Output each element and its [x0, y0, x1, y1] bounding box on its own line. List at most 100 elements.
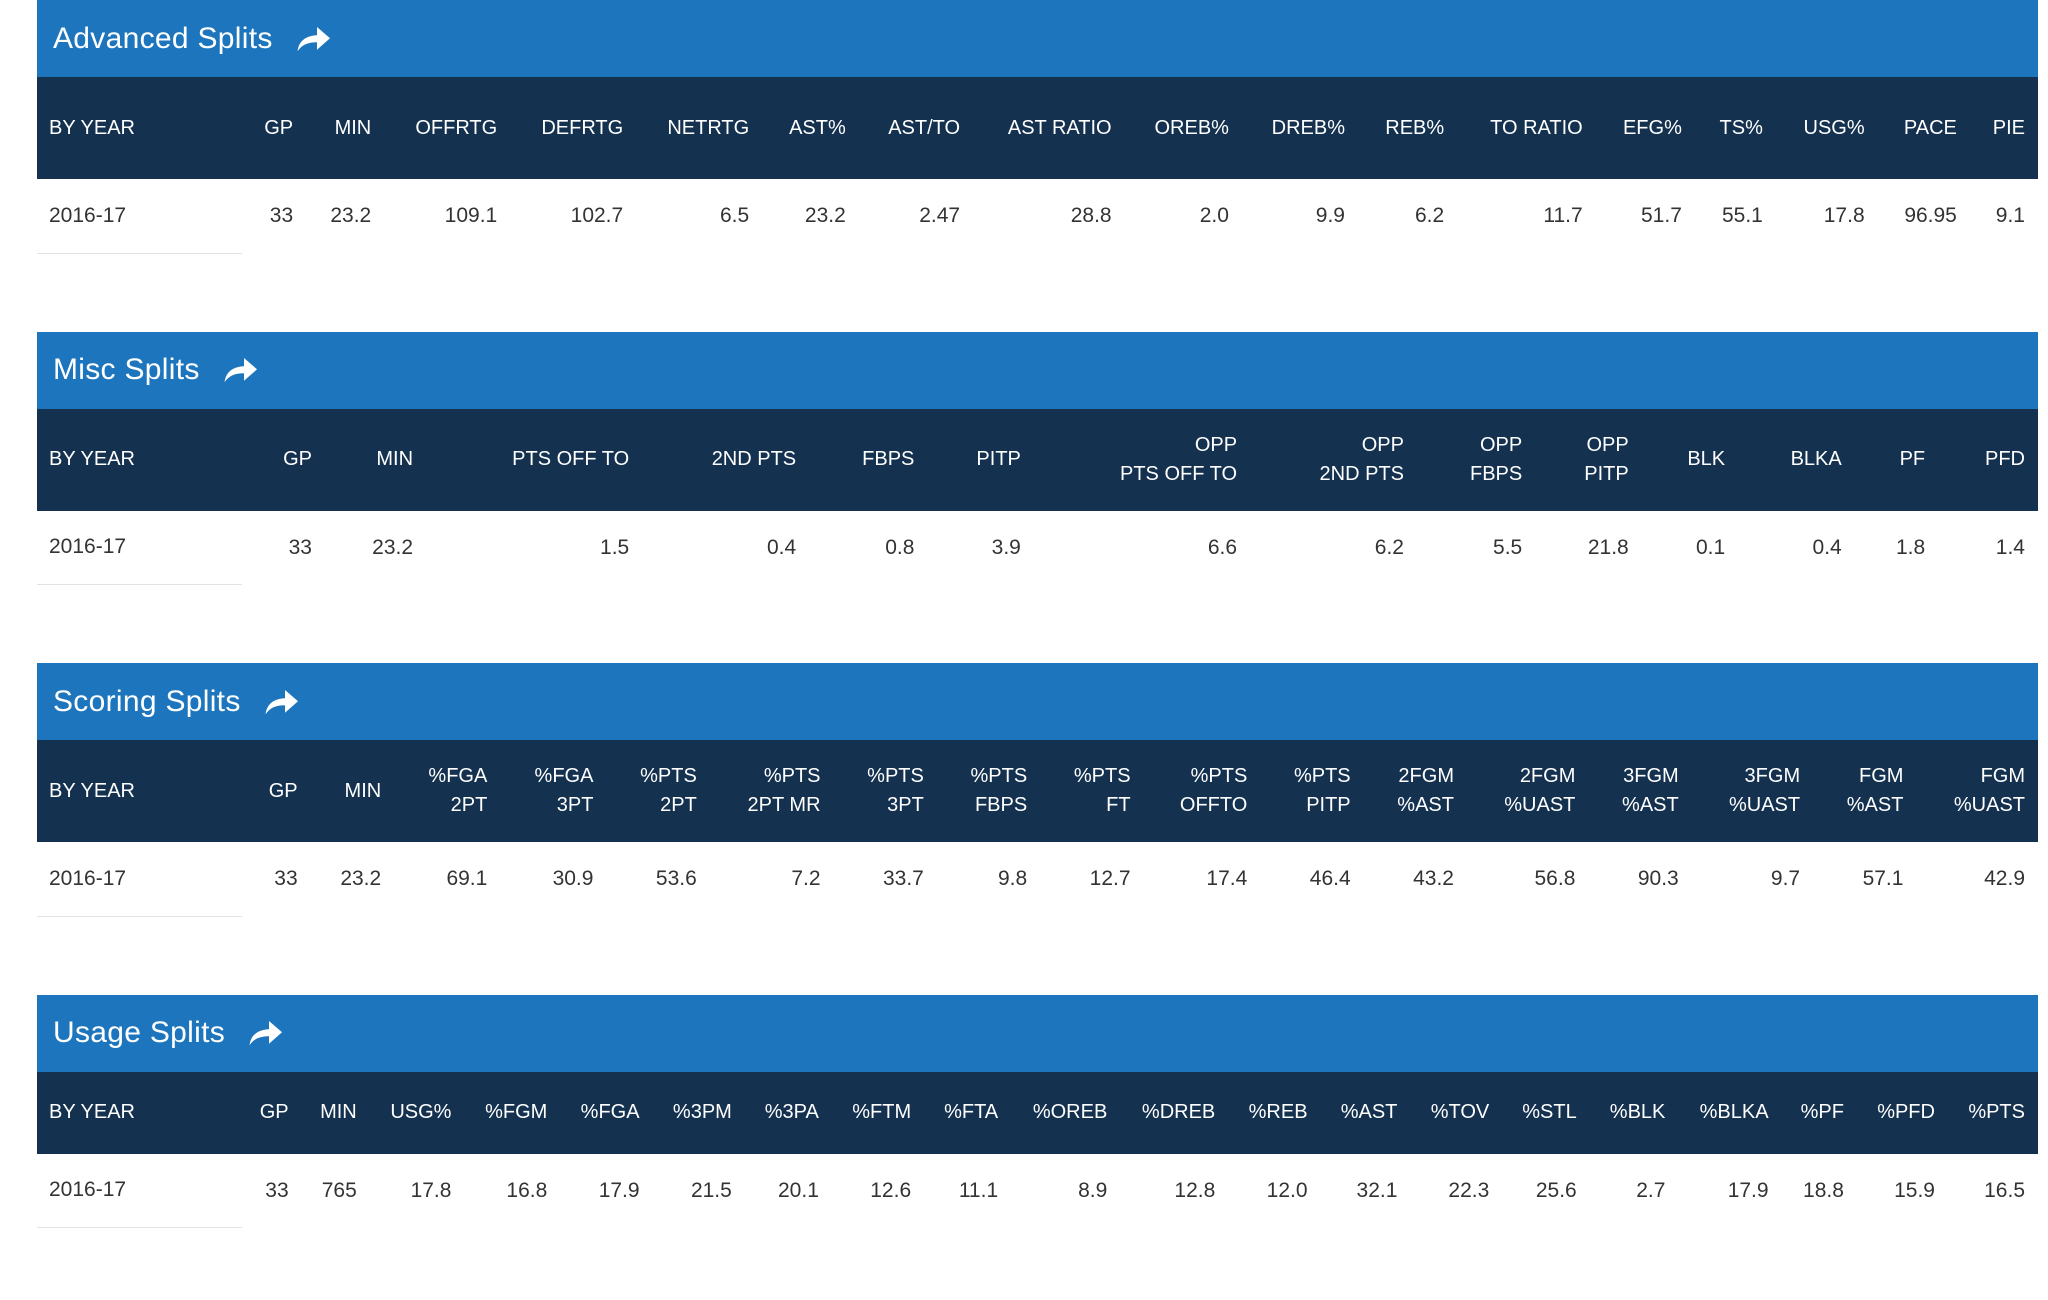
column-header[interactable]: OPP PITP: [1584, 433, 1629, 485]
column-header[interactable]: MIN: [376, 448, 414, 470]
column-header[interactable]: FBPS: [862, 448, 915, 470]
column-header[interactable]: %FTA: [944, 1101, 999, 1123]
column-header[interactable]: %REB: [1248, 1101, 1308, 1123]
stat-cell: 7.2: [709, 842, 834, 916]
share-arrow-icon[interactable]: [249, 1020, 283, 1046]
column-header[interactable]: %PTS 3PT: [867, 765, 924, 816]
column-header[interactable]: FGM %UAST: [1953, 765, 2025, 816]
column-header[interactable]: GP: [264, 116, 294, 139]
column-header[interactable]: AST%: [789, 116, 846, 139]
stat-cell: 17.4: [1143, 842, 1261, 916]
data-row: 2016-17 33 765 17.8 16.8 17.9 21.5 20.1 12.6 11.1…: [37, 1153, 2038, 1228]
column-header[interactable]: %3PA: [764, 1101, 819, 1123]
column-header[interactable]: PACE: [1903, 116, 1957, 139]
column-header[interactable]: %FGA 3PT: [534, 765, 594, 816]
column-header[interactable]: OPP FBPS: [1470, 433, 1523, 485]
stat-cell: 28.8: [973, 179, 1125, 253]
header-row: BY YEAR GP MIN USG% %FGM %FGA %3PM %3PA %FTM %FTA…: [37, 1071, 2038, 1154]
stat-cell: 96.95: [1877, 179, 1970, 253]
column-header[interactable]: %FGA 2PT: [428, 765, 488, 816]
stat-cell: 102.7: [510, 179, 637, 253]
column-header[interactable]: 3FGM %UAST: [1728, 765, 1801, 816]
column-header[interactable]: REB%: [1385, 116, 1445, 139]
column-header[interactable]: 3FGM %AST: [1622, 765, 1679, 816]
column-header[interactable]: GP: [259, 1101, 289, 1123]
column-header[interactable]: GP: [283, 448, 312, 470]
column-header-by-year[interactable]: BY YEAR: [49, 779, 135, 802]
column-header[interactable]: NETRTG: [667, 116, 750, 139]
share-arrow-icon[interactable]: [265, 689, 299, 715]
column-header[interactable]: BLK: [1687, 448, 1726, 470]
column-header[interactable]: %PTS: [1968, 1101, 2025, 1123]
column-header[interactable]: %TOV: [1430, 1101, 1490, 1123]
column-header[interactable]: 2FGM %AST: [1397, 765, 1454, 816]
stat-cell: 15.9: [1856, 1153, 1948, 1228]
column-header[interactable]: OFFRTG: [415, 116, 498, 139]
column-header[interactable]: FGM %AST: [1846, 765, 1904, 816]
column-header[interactable]: %PTS 2PT: [640, 765, 697, 816]
column-header[interactable]: USG%: [1803, 116, 1865, 139]
data-row: 2016-17 33 23.2 1.5 0.4 0.8 3.9 6.6 6.2 5.5 21.8 0.…: [37, 510, 2038, 585]
column-header[interactable]: %PTS PITP: [1293, 765, 1351, 816]
column-header[interactable]: %PFD: [1877, 1101, 1935, 1123]
column-header[interactable]: %STL: [1522, 1101, 1577, 1123]
section-title: Advanced Splits: [53, 21, 273, 55]
column-header[interactable]: %DREB: [1141, 1101, 1216, 1123]
column-header[interactable]: PFD: [1985, 448, 2025, 470]
column-header[interactable]: USG%: [390, 1101, 452, 1123]
stat-cell: 0.1: [1641, 510, 1739, 585]
column-header[interactable]: MIN: [344, 779, 382, 802]
column-header-by-year[interactable]: BY YEAR: [49, 448, 135, 470]
column-header[interactable]: DREB%: [1271, 116, 1345, 139]
column-header[interactable]: PITP: [976, 448, 1021, 470]
column-header[interactable]: 2FGM %UAST: [1504, 765, 1576, 816]
stat-cell: 43.2: [1363, 842, 1467, 916]
column-header[interactable]: PIE: [1992, 116, 2025, 139]
stat-cell: 33: [242, 1153, 302, 1228]
column-header[interactable]: %FGM: [485, 1101, 548, 1123]
column-header[interactable]: %BLKA: [1699, 1101, 1769, 1123]
stat-cell: 25.6: [1502, 1153, 1590, 1228]
column-header[interactable]: %3PM: [672, 1101, 732, 1123]
column-header[interactable]: 2ND PTS: [711, 448, 797, 470]
stat-cell: 23.2: [310, 842, 395, 916]
column-header[interactable]: EFG%: [1622, 116, 1682, 139]
column-header[interactable]: %OREB: [1032, 1101, 1108, 1123]
column-header[interactable]: %FTM: [852, 1101, 912, 1123]
column-header[interactable]: OPP 2ND PTS: [1319, 433, 1404, 485]
column-header[interactable]: %PTS 2PT MR: [747, 765, 821, 816]
stat-cell: 0.4: [1738, 510, 1855, 585]
section-title: Misc Splits: [53, 353, 200, 386]
column-header[interactable]: PF: [1899, 448, 1926, 470]
column-header[interactable]: %AST: [1340, 1101, 1398, 1123]
data-row: 2016-17 33 23.2 69.1 30.9 53.6 7.2 33.7 9.8 12.7 1…: [37, 842, 2038, 917]
misc-splits-title-bar: Misc Splits: [37, 331, 2038, 409]
column-header[interactable]: TO RATIO: [1490, 116, 1583, 139]
column-header[interactable]: %BLK: [1609, 1101, 1666, 1123]
column-header[interactable]: MIN: [334, 116, 372, 139]
column-header[interactable]: DEFRTG: [541, 116, 624, 139]
column-header-by-year[interactable]: BY YEAR: [49, 1101, 135, 1123]
column-header[interactable]: %PTS FT: [1073, 765, 1131, 816]
share-arrow-icon[interactable]: [224, 357, 258, 383]
column-header[interactable]: MIN: [320, 1101, 357, 1123]
column-header[interactable]: %PTS OFFTO: [1179, 765, 1248, 816]
column-header[interactable]: OREB%: [1154, 116, 1229, 139]
share-arrow-icon[interactable]: [297, 26, 331, 52]
column-header[interactable]: AST RATIO: [1007, 116, 1112, 139]
stat-cell: 32.1: [1320, 1153, 1411, 1228]
stat-cell: 765: [301, 1153, 370, 1228]
stat-cell: 11.1: [924, 1153, 1012, 1228]
column-header[interactable]: OPP PTS OFF TO: [1120, 433, 1238, 485]
column-header-by-year[interactable]: BY YEAR: [49, 116, 135, 139]
column-header[interactable]: %FGA: [580, 1101, 640, 1123]
column-header[interactable]: AST/TO: [888, 116, 961, 139]
scoring-splits-table: BY YEAR GP MIN %FGA 2PT %FGA 3PT %PTS 2PT %PTS…: [37, 740, 2038, 917]
column-header[interactable]: BLKA: [1790, 448, 1842, 470]
usage-splits-title-bar: Usage Splits: [37, 994, 2038, 1072]
column-header[interactable]: TS%: [1719, 116, 1763, 139]
column-header[interactable]: GP: [268, 779, 298, 802]
column-header[interactable]: %PTS FBPS: [970, 765, 1028, 816]
column-header[interactable]: PTS OFF TO: [512, 448, 630, 470]
column-header[interactable]: %PF: [1800, 1101, 1844, 1123]
